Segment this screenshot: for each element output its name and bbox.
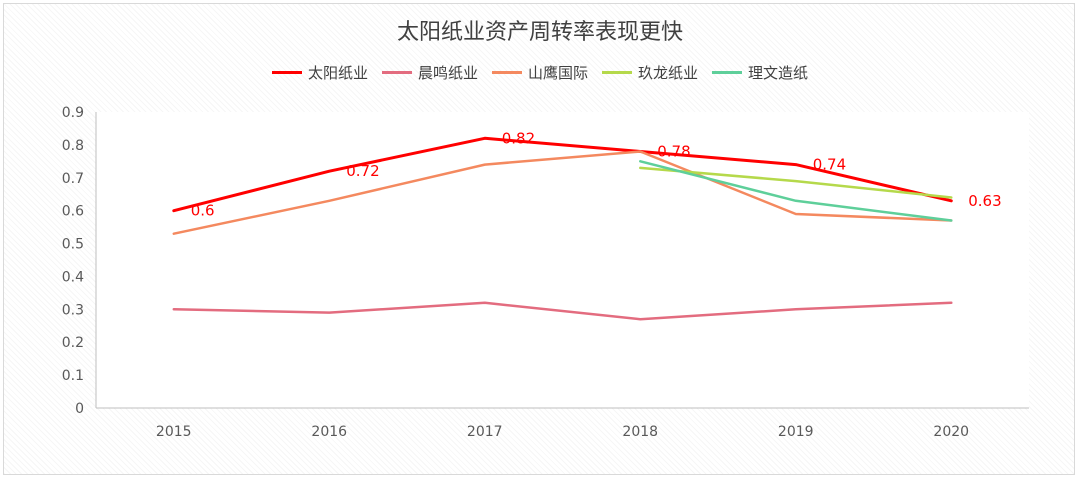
legend-label: 晨鸣纸业	[417, 64, 478, 82]
y-tick-label: 0.8	[62, 138, 84, 154]
legend-item: 山鹰国际	[491, 62, 588, 83]
legend-swatch	[491, 71, 522, 74]
data-label: 0.6	[191, 202, 215, 220]
legend-swatch	[602, 71, 632, 74]
legend-swatch	[271, 71, 302, 74]
data-label: 0.78	[657, 142, 690, 160]
x-tick-label: 2018	[622, 424, 658, 440]
legend-label: 山鹰国际	[527, 64, 588, 82]
y-tick-label: 0.7	[62, 171, 84, 187]
y-tick-label: 0	[75, 401, 84, 417]
x-tick-label: 2019	[778, 424, 814, 440]
legend-label: 太阳纸业	[307, 64, 368, 82]
data-label: 0.74	[813, 156, 846, 174]
series-line-2	[172, 301, 953, 321]
legend-item: 太阳纸业	[271, 62, 368, 83]
y-tick-label: 0.5	[62, 237, 84, 253]
chart-title: 太阳纸业资产周转率表现更快	[396, 20, 683, 45]
x-tick-label: 2017	[467, 424, 503, 440]
legend-swatch	[381, 71, 412, 74]
series-line-3	[172, 150, 953, 235]
legend-label: 玖龙纸业	[638, 64, 699, 82]
data-label: 0.63	[968, 192, 1001, 210]
y-tick-label: 0.4	[62, 269, 84, 285]
y-tick-label: 0.9	[62, 105, 84, 121]
y-tick-label: 0.1	[62, 368, 84, 384]
y-tick-label: 0.2	[62, 335, 84, 351]
legend-item: 理文造纸	[712, 62, 808, 83]
legend-swatch	[712, 71, 743, 74]
data-label: 0.82	[502, 129, 535, 147]
legend-item: 玖龙纸业	[602, 62, 698, 83]
y-tick-label: 0.3	[62, 302, 84, 318]
legend-item: 晨鸣纸业	[381, 62, 478, 83]
x-tick-label: 2016	[311, 424, 347, 440]
legend-label: 理文造纸	[748, 64, 809, 82]
chart-legend: 太阳纸业 晨鸣纸业 山鹰国际 玖龙纸业 理文造纸	[0, 62, 1080, 83]
series-line-4	[639, 166, 953, 199]
data-label: 0.72	[346, 162, 379, 180]
series-line-5	[639, 160, 953, 222]
series-line-1	[172, 136, 953, 213]
x-tick-label: 2020	[933, 424, 969, 440]
x-tick-label: 2015	[156, 424, 192, 440]
plot-area	[96, 112, 1029, 408]
y-tick-label: 0.6	[62, 204, 84, 220]
